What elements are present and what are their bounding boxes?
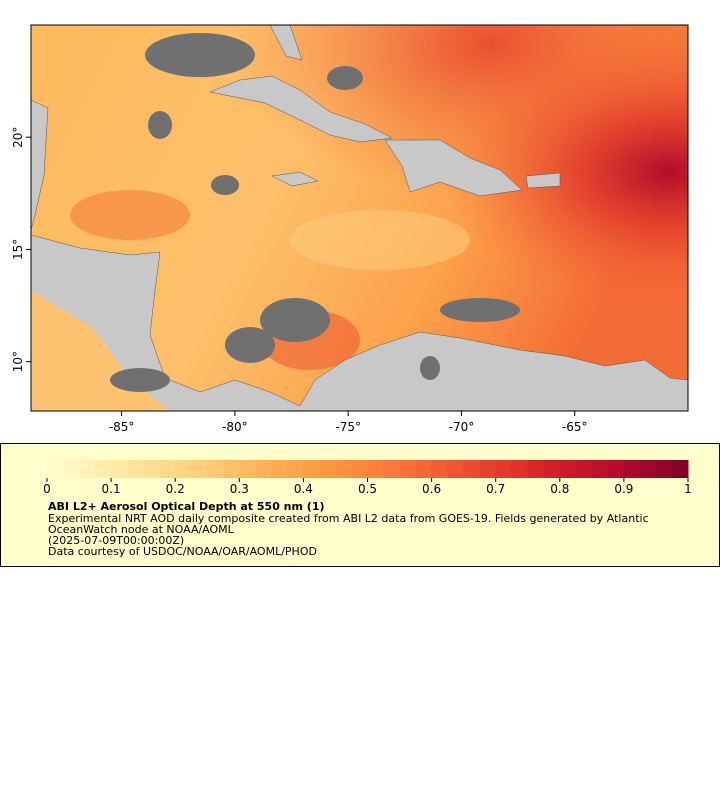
colorbar-cell: [143, 460, 160, 478]
caption-line: Experimental NRT AOD daily composite cre…: [48, 512, 649, 525]
colorbar-cell: [287, 460, 304, 478]
colorbar-cell: [543, 460, 561, 478]
x-tick-label: -85°: [109, 420, 135, 434]
colorbar-cell: [159, 460, 176, 478]
colorbar-cell: [79, 460, 96, 478]
colorbar-cell: [591, 460, 609, 478]
colorbar-cell: [207, 460, 224, 478]
map: [31, 25, 688, 411]
map-frame: [30, 24, 689, 412]
colorbar-cell: [351, 460, 368, 478]
colorbar-cell: [383, 460, 401, 478]
colorbar-cell: [47, 460, 64, 478]
colorbar-cell: [95, 460, 112, 478]
colorbar-cell: [559, 460, 577, 478]
colorbar-tick-label: 0.6: [422, 482, 441, 496]
colorbar-cell: [127, 460, 144, 478]
colorbar-cell: [175, 460, 192, 478]
colorbar-tick-label: 0.2: [166, 482, 185, 496]
colorbar-tick-label: 0.4: [294, 482, 313, 496]
colorbar-cell: [639, 460, 657, 478]
colorbar-cell: [607, 460, 625, 478]
colorbar-cell: [223, 460, 240, 478]
x-tick-label: -65°: [562, 420, 588, 434]
caption-line: Data courtesy of USDOC/NOAA/OAR/AOML/PHO…: [48, 545, 317, 558]
colorbar-cell: [495, 460, 513, 478]
colorbar-cell: [671, 460, 689, 478]
colorbar-cell: [655, 460, 673, 478]
colorbar-cell: [191, 460, 208, 478]
colorbar-tick-label: 0.8: [550, 482, 569, 496]
colorbar-cell: [111, 460, 128, 478]
caption-line: OceanWatch node at NOAA/AOML: [48, 523, 235, 536]
colorbar-cell: [527, 460, 545, 478]
colorbar: 0 0.1 0.2 0.3 0.4 0.5 0.6 0.7 0.8 0.9 1: [43, 460, 692, 496]
y-tick-label: 10°: [11, 351, 25, 372]
y-tick-label: 15°: [11, 239, 25, 260]
colorbar-cell: [303, 460, 320, 478]
colorbar-tick-label: 0.1: [102, 482, 121, 496]
colorbar-cell: [335, 460, 352, 478]
colorbar-cell: [239, 460, 256, 478]
aod-field: [290, 210, 470, 270]
colorbar-cell: [623, 460, 641, 478]
colorbar-cell: [463, 460, 481, 478]
x-tick-label: -80°: [222, 420, 248, 434]
y-tick-label: 20°: [11, 127, 25, 148]
colorbar-cell: [511, 460, 529, 478]
legend-title: ABI L2+ Aerosol Optical Depth at 550 nm …: [48, 500, 325, 513]
colorbar-cell: [63, 460, 80, 478]
colorbar-tick-label: 0.7: [486, 482, 505, 496]
x-tick-label: -70°: [449, 420, 475, 434]
cloud-mask: [110, 33, 520, 392]
colorbar-cell: [367, 460, 385, 478]
colorbar-cell: [255, 460, 272, 478]
colorbar-tick-label: 1: [684, 482, 692, 496]
colorbar-tick-label: 0.3: [230, 482, 249, 496]
colorbar-cell: [415, 460, 433, 478]
colorbar-tick-label: 0.9: [614, 482, 633, 496]
colorbar-cell: [271, 460, 288, 478]
colorbar-cell: [431, 460, 449, 478]
colorbar-cell: [479, 460, 497, 478]
colorbar-tick-label: 0.5: [358, 482, 377, 496]
colorbar-cell: [319, 460, 336, 478]
pacific-aod: [31, 290, 170, 411]
colorbar-cell: [447, 460, 465, 478]
colorbar-tick-label: 0: [43, 482, 51, 496]
caption-line: (2025-07-09T00:00:00Z): [48, 534, 184, 547]
x-tick-label: -75°: [335, 420, 361, 434]
colorbar-cell: [399, 460, 417, 478]
colorbar-cell: [575, 460, 593, 478]
aod-field: [70, 190, 190, 240]
land: [31, 25, 688, 411]
